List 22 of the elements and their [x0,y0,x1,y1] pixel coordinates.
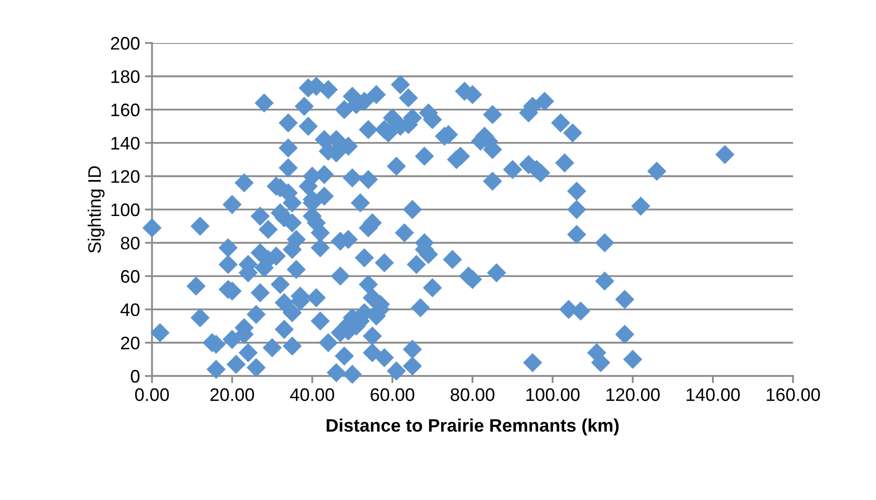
x-tick-label: 60.00 [370,388,414,402]
y-tick-label: 100 [111,203,140,216]
y-tick-label: 200 [110,36,140,50]
x-tick-label: 80.00 [450,388,494,402]
y-tick-label: 160 [111,104,140,116]
y-tick-label: 60 [121,270,140,283]
x-tick-label: 100.00 [526,388,580,402]
x-tick-label: 140.00 [686,388,740,402]
y-axis-title: Sighting ID [88,166,105,253]
y-tick-label: 80 [120,236,140,250]
y-tick-label: 180 [111,70,140,84]
x-axis-title: Distance to Prairie Remnants (km) [326,418,619,436]
y-tick-label: 20 [121,336,140,350]
y-tick-label: 40 [120,303,140,316]
x-tick-label: 160.00 [766,388,820,402]
y-tick-label: 0 [130,370,140,383]
y-tick-label: 120 [111,170,140,183]
x-tick-label: 40.00 [290,388,334,402]
y-tick-label: 140 [111,136,140,150]
x-tick-label: 0.00 [135,388,169,402]
x-tick-label: 120.00 [606,388,660,402]
x-tick-label: 20.00 [210,388,254,402]
